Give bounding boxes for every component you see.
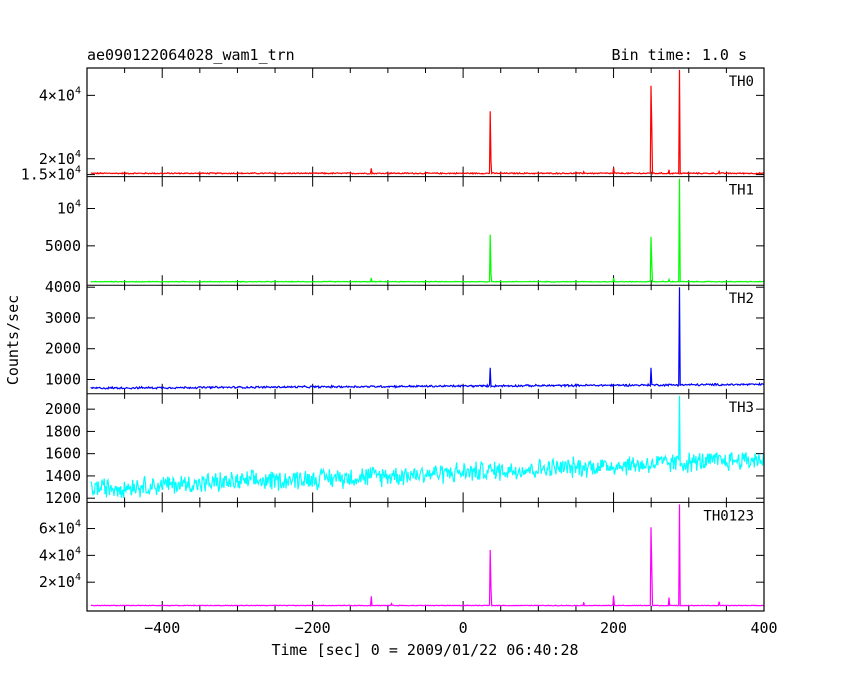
panel-label-th0: TH0 [729,74,754,90]
plot-frame [86,67,765,612]
x-tick-label: 400 [750,619,777,637]
y-tick-label: 104 [57,198,81,217]
y-tick-label: 1800 [45,422,81,440]
y-tick-label: 3000 [45,309,81,327]
panel-label-th3: TH3 [729,400,754,416]
y-tick-label: 2×104 [39,572,81,591]
bin-time-label: Bin time: 1.0 s [612,46,747,64]
y-tick-label: 1400 [45,467,81,485]
panels-group: 1.5×1042×1044×104TH05000104TH11000200030… [21,68,778,637]
series-line-th0123 [90,504,764,607]
panel-label-th0123: TH0123 [703,508,754,524]
y-tick-label: 4×104 [39,85,81,104]
y-tick-label: 1600 [45,445,81,463]
y-tick-label: 6×104 [39,519,81,538]
y-tick-label: 2×104 [39,149,81,168]
panel-label-th2: TH2 [729,291,754,307]
y-axis-title: Counts/sec [4,295,22,385]
x-axis-title: Time [sec] 0 = 2009/01/22 06:40:28 [271,641,578,659]
x-tick-label: −200 [295,619,331,637]
x-tick-label: 200 [600,619,627,637]
series-line-th2 [90,287,765,390]
chart-title: ae090122064028_wam1_trn [87,46,295,64]
y-tick-label: 2000 [45,340,81,358]
series-line-th3 [90,395,765,498]
series-line-th0 [90,69,765,176]
panel-label-th1: TH1 [729,183,754,199]
x-tick-label: −400 [144,619,180,637]
y-tick-label: 1200 [45,489,81,507]
y-tick-label: 2000 [45,400,81,418]
y-tick-label: 4×104 [39,545,81,564]
y-tick-label: 1.5×104 [21,165,81,184]
x-tick-label: 0 [459,619,468,637]
series-line-th1 [90,178,765,283]
y-tick-label: 1000 [45,370,81,388]
y-tick-label: 4000 [45,278,81,296]
y-tick-label: 5000 [45,237,81,255]
